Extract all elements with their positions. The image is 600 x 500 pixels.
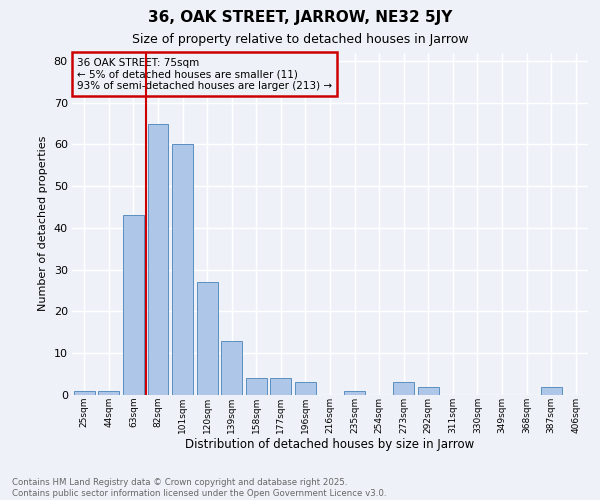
- Bar: [418, 386, 439, 395]
- Bar: [271, 378, 292, 395]
- Bar: [295, 382, 316, 395]
- Y-axis label: Number of detached properties: Number of detached properties: [38, 136, 48, 312]
- Bar: [74, 391, 95, 395]
- Bar: [123, 216, 144, 395]
- Bar: [393, 382, 414, 395]
- Text: 36 OAK STREET: 75sqm
← 5% of detached houses are smaller (11)
93% of semi-detach: 36 OAK STREET: 75sqm ← 5% of detached ho…: [77, 58, 332, 91]
- Bar: [98, 391, 119, 395]
- Bar: [246, 378, 267, 395]
- Bar: [172, 144, 193, 395]
- Text: Contains HM Land Registry data © Crown copyright and database right 2025.
Contai: Contains HM Land Registry data © Crown c…: [12, 478, 386, 498]
- Text: Size of property relative to detached houses in Jarrow: Size of property relative to detached ho…: [131, 32, 469, 46]
- Bar: [344, 391, 365, 395]
- Bar: [221, 340, 242, 395]
- Text: 36, OAK STREET, JARROW, NE32 5JY: 36, OAK STREET, JARROW, NE32 5JY: [148, 10, 452, 25]
- Bar: [148, 124, 169, 395]
- X-axis label: Distribution of detached houses by size in Jarrow: Distribution of detached houses by size …: [185, 438, 475, 452]
- Bar: [197, 282, 218, 395]
- Bar: [541, 386, 562, 395]
